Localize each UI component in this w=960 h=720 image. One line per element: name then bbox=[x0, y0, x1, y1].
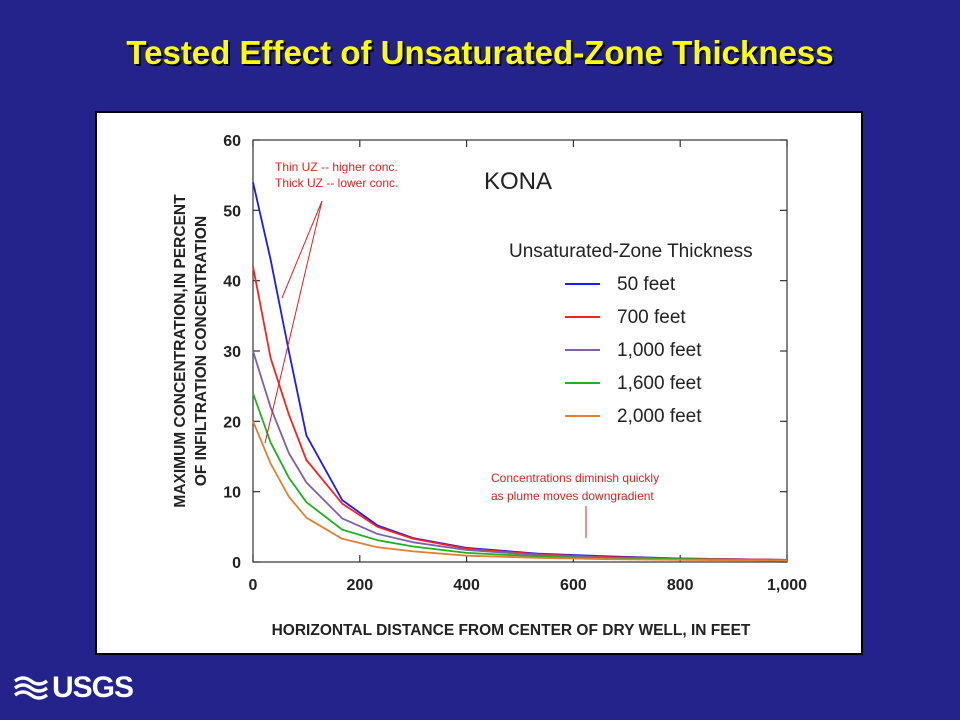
x-tick-label: 600 bbox=[560, 577, 587, 594]
x-tick-label: 800 bbox=[667, 577, 694, 594]
chart-legend: Unsaturated-Zone Thickness 50 feet 700 fee… bbox=[509, 241, 753, 427]
annotation-pointer bbox=[281, 200, 323, 299]
legend-label: 1,600 feet bbox=[617, 373, 702, 394]
x-tick-label: 400 bbox=[453, 577, 480, 594]
legend-label: 1,000 feet bbox=[617, 340, 702, 361]
y-tick-label: 20 bbox=[223, 414, 241, 431]
chart-axes: 0 200 400 600 800 1,000 0 10 20 30 40 50 60 MAXIMUM C… bbox=[172, 133, 807, 594]
annotation-uz-line: Thick UZ -- lower conc. bbox=[275, 176, 398, 190]
annotation-plume-line: Concentrations diminish quickly bbox=[491, 471, 659, 485]
y-tick-label: 10 bbox=[223, 485, 241, 502]
series-line-2 bbox=[252, 266, 788, 561]
y-axis-label-line: OF INFILTRATION CONCENTRATION bbox=[193, 216, 210, 486]
chart-series bbox=[252, 182, 788, 562]
y-tick-label: 50 bbox=[223, 203, 241, 220]
usgs-logo: USGS bbox=[14, 670, 134, 706]
series-line-3 bbox=[252, 350, 788, 561]
y-tick-label: 60 bbox=[223, 133, 241, 150]
chart-annotations: Thin UZ -- higher conc. Thick UZ -- lower… bbox=[264, 160, 659, 538]
series-line-1 bbox=[252, 182, 788, 561]
annotation-plume-text: Concentrations diminish quickly as plume … bbox=[491, 471, 659, 503]
legend-label: 2,000 feet bbox=[617, 406, 702, 427]
chart-panel: 0 200 400 600 800 1,000 0 10 20 30 40 50 60 MAXIMUM C… bbox=[95, 111, 863, 655]
y-tick-label: 40 bbox=[223, 274, 241, 291]
chart-title: KONA bbox=[484, 168, 552, 195]
x-tick-label: 1,000 bbox=[767, 577, 807, 594]
legend-label: 700 feet bbox=[617, 307, 686, 328]
series-line-5 bbox=[252, 420, 788, 562]
slide-title: Tested Effect of Unsaturated-Zone Thickn… bbox=[126, 34, 834, 71]
logo-text: USGS bbox=[52, 671, 134, 704]
y-axis-label-line: MAXIMUM CONCENTRATION,IN PERCENT bbox=[172, 194, 189, 508]
annotation-uz-line: Thin UZ -- higher conc. bbox=[275, 160, 398, 174]
line-chart: 0 200 400 600 800 1,000 0 10 20 30 40 50 60 MAXIMUM C… bbox=[172, 133, 807, 639]
annotation-plume-line: as plume moves downgradient bbox=[491, 489, 654, 503]
usgs-wave-icon bbox=[14, 676, 48, 700]
y-tick-label: 0 bbox=[232, 555, 241, 572]
legend-title: Unsaturated-Zone Thickness bbox=[509, 241, 753, 262]
y-tick-label: 30 bbox=[223, 344, 241, 361]
annotation-pointer bbox=[264, 200, 323, 444]
annotation-uz-text: Thin UZ -- higher conc. Thick UZ -- lower… bbox=[275, 160, 398, 190]
legend-label: 50 feet bbox=[617, 274, 676, 295]
x-tick-label: 0 bbox=[249, 577, 258, 594]
y-axis-label: MAXIMUM CONCENTRATION,IN PERCENT OF INFIL… bbox=[172, 194, 210, 508]
x-tick-label: 200 bbox=[346, 577, 373, 594]
x-axis-label: HORIZONTAL DISTANCE FROM CENTER OF DRY W… bbox=[272, 622, 751, 639]
